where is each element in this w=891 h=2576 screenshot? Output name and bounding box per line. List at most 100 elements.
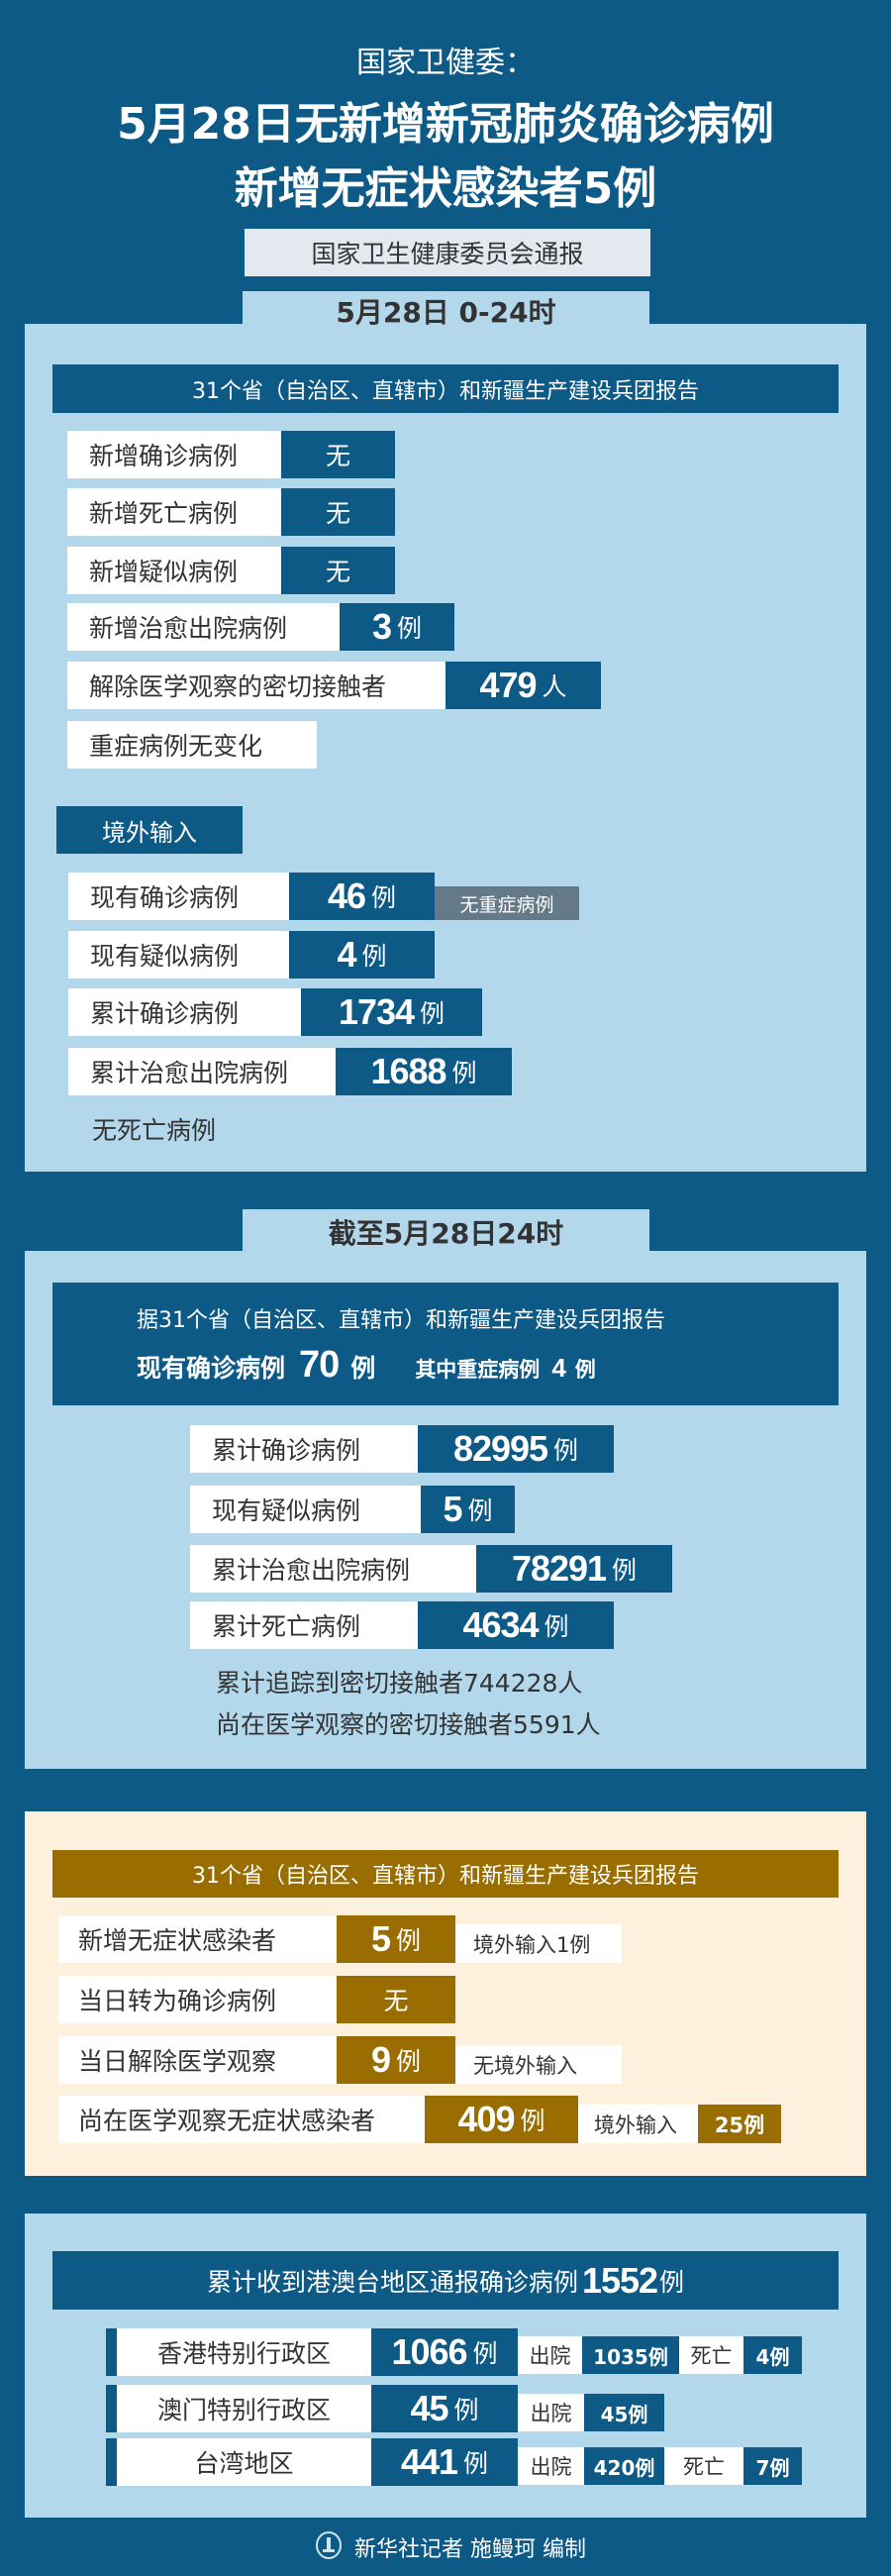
row-value: 无 [281,488,395,536]
unit: 例 [472,2339,498,2368]
row-label: 新增治愈出院病例 [67,603,340,651]
current-unit: 例 [350,1354,376,1383]
value: 1688 [370,1051,446,1091]
region-value: 1066 例 [371,2328,518,2376]
asymptomatic-report-header: 31个省（自治区、直辖市）和新疆生产建设兵团报告 [52,1850,839,1898]
unit: 例 [396,2047,422,2076]
row-note: 境外输入1例 [455,1924,622,1963]
unit: 例 [361,942,387,971]
row-label: 新增疑似病例 [67,547,281,594]
row-label: 累计治愈出院病例 [190,1545,476,1593]
imported-title: 境外输入 [56,806,243,854]
row-label: 现有疑似病例 [190,1486,421,1533]
row-value: 82995 例 [418,1425,614,1473]
region-value: 441 例 [371,2438,518,2486]
hmt-header-unit: 例 [659,2267,685,2297]
row-label: 累计确诊病例 [68,988,301,1036]
row-label: 新增死亡病例 [67,488,281,536]
value: 无 [383,1987,409,2015]
discharged-value: 45例 [584,2394,664,2431]
row-value: 1734 例 [301,988,482,1036]
value: 46 [327,876,366,916]
unit: 例 [397,614,423,643]
row-value: 无 [281,547,395,594]
severe-label: 其中重症病例 [415,1358,541,1382]
daily-tab: 5月28日 0-24时 [243,291,649,331]
death-value: 7例 [743,2447,802,2485]
region-value: 45 例 [371,2385,518,2432]
value: 1066 [391,2331,467,2372]
row-note: 境外输入 [578,2105,698,2143]
notice-banner: 国家卫生健康委员会通报 [245,229,650,276]
unit: 例 [553,1436,579,1465]
contacts-observed: 尚在医学观察的密切接触者5591人 [216,1710,601,1739]
cumulative-report-box: 据31个省（自治区、直辖市）和新疆生产建设兵团报告 现有确诊病例 70 例 其中… [52,1283,839,1405]
unit: 例 [451,1059,477,1087]
value: 45 [410,2388,448,2428]
no-death-note: 无死亡病例 [92,1116,217,1145]
row-label: 解除医学观察的密切接触者 [67,662,446,709]
row-marker [106,2438,117,2486]
unit: 例 [544,1612,569,1641]
row-label: 当日解除医学观察 [58,2036,337,2084]
value: 1734 [338,991,415,1032]
hmt-header: 累计收到港澳台地区通报确诊病例 1552 例 [52,2251,839,2310]
discharged-value: 420例 [584,2447,664,2485]
row-value: 4634 例 [418,1601,614,1649]
value: 无 [325,558,350,586]
row-marker [106,2328,117,2376]
region-label: 澳门特别行政区 [117,2385,371,2432]
headline-line1: 5月28日无新增新冠肺炎确诊病例 [117,99,774,150]
row-value: 479 人 [446,662,601,709]
unit: 例 [396,1926,422,1955]
current-label: 现有确诊病例 [137,1354,286,1383]
headline-line2: 新增无症状感染者5例 [234,163,657,214]
row-value: 46 例 [289,873,435,920]
unit: 例 [420,999,446,1028]
value: 5 [370,1918,391,1959]
region-label: 香港特别行政区 [117,2328,371,2376]
unit: 例 [520,2107,545,2135]
cumulative-report-header: 据31个省（自治区、直辖市）和新疆生产建设兵团报告 [137,1308,665,1333]
daily-report-header: 31个省（自治区、直辖市）和新疆生产建设兵团报告 [52,364,839,413]
value: 4 [337,934,356,975]
value: 3 [371,606,392,647]
row-label: 现有疑似病例 [68,931,289,979]
xinhua-logo-icon [316,2531,342,2559]
row-value: 78291 例 [476,1545,672,1593]
row-label: 新增无症状感染者 [58,1915,337,1963]
row-label: 累计治愈出院病例 [68,1048,336,1095]
row-marker [106,2385,117,2432]
row-label: 新增确诊病例 [67,431,281,478]
row-note-value: 25例 [698,2105,781,2143]
severe-value: 4 [551,1353,566,1383]
value: 409 [457,2099,515,2139]
row-label: 累计死亡病例 [190,1601,418,1649]
value: 5 [443,1489,462,1529]
cumulative-tab: 截至5月28日24时 [243,1209,649,1255]
unit: 例 [453,2396,479,2424]
row-value: 409 例 [425,2096,578,2143]
value: 4634 [462,1604,539,1645]
discharged-label: 出院 [518,2394,584,2431]
current-value: 70 [299,1344,340,1386]
unit: 例 [612,1556,638,1585]
death-value: 4例 [743,2336,802,2374]
discharged-value: 1035例 [582,2336,679,2374]
unit: 例 [463,2449,489,2478]
hmt-header-text: 累计收到港澳台地区通报确诊病例 [206,2267,578,2297]
discharged-label: 出院 [518,2447,584,2485]
no-severe-tag: 无重症病例 [435,886,579,920]
contacts-traced: 累计追踪到密切接触者744228人 [216,1669,583,1698]
row-value: 1688 例 [336,1048,512,1095]
severe-unit: 例 [574,1358,596,1382]
discharged-label: 出院 [518,2336,582,2374]
row-label: 现有确诊病例 [68,873,289,920]
value: 82995 [452,1428,548,1469]
row-value: 无 [337,1976,455,2023]
